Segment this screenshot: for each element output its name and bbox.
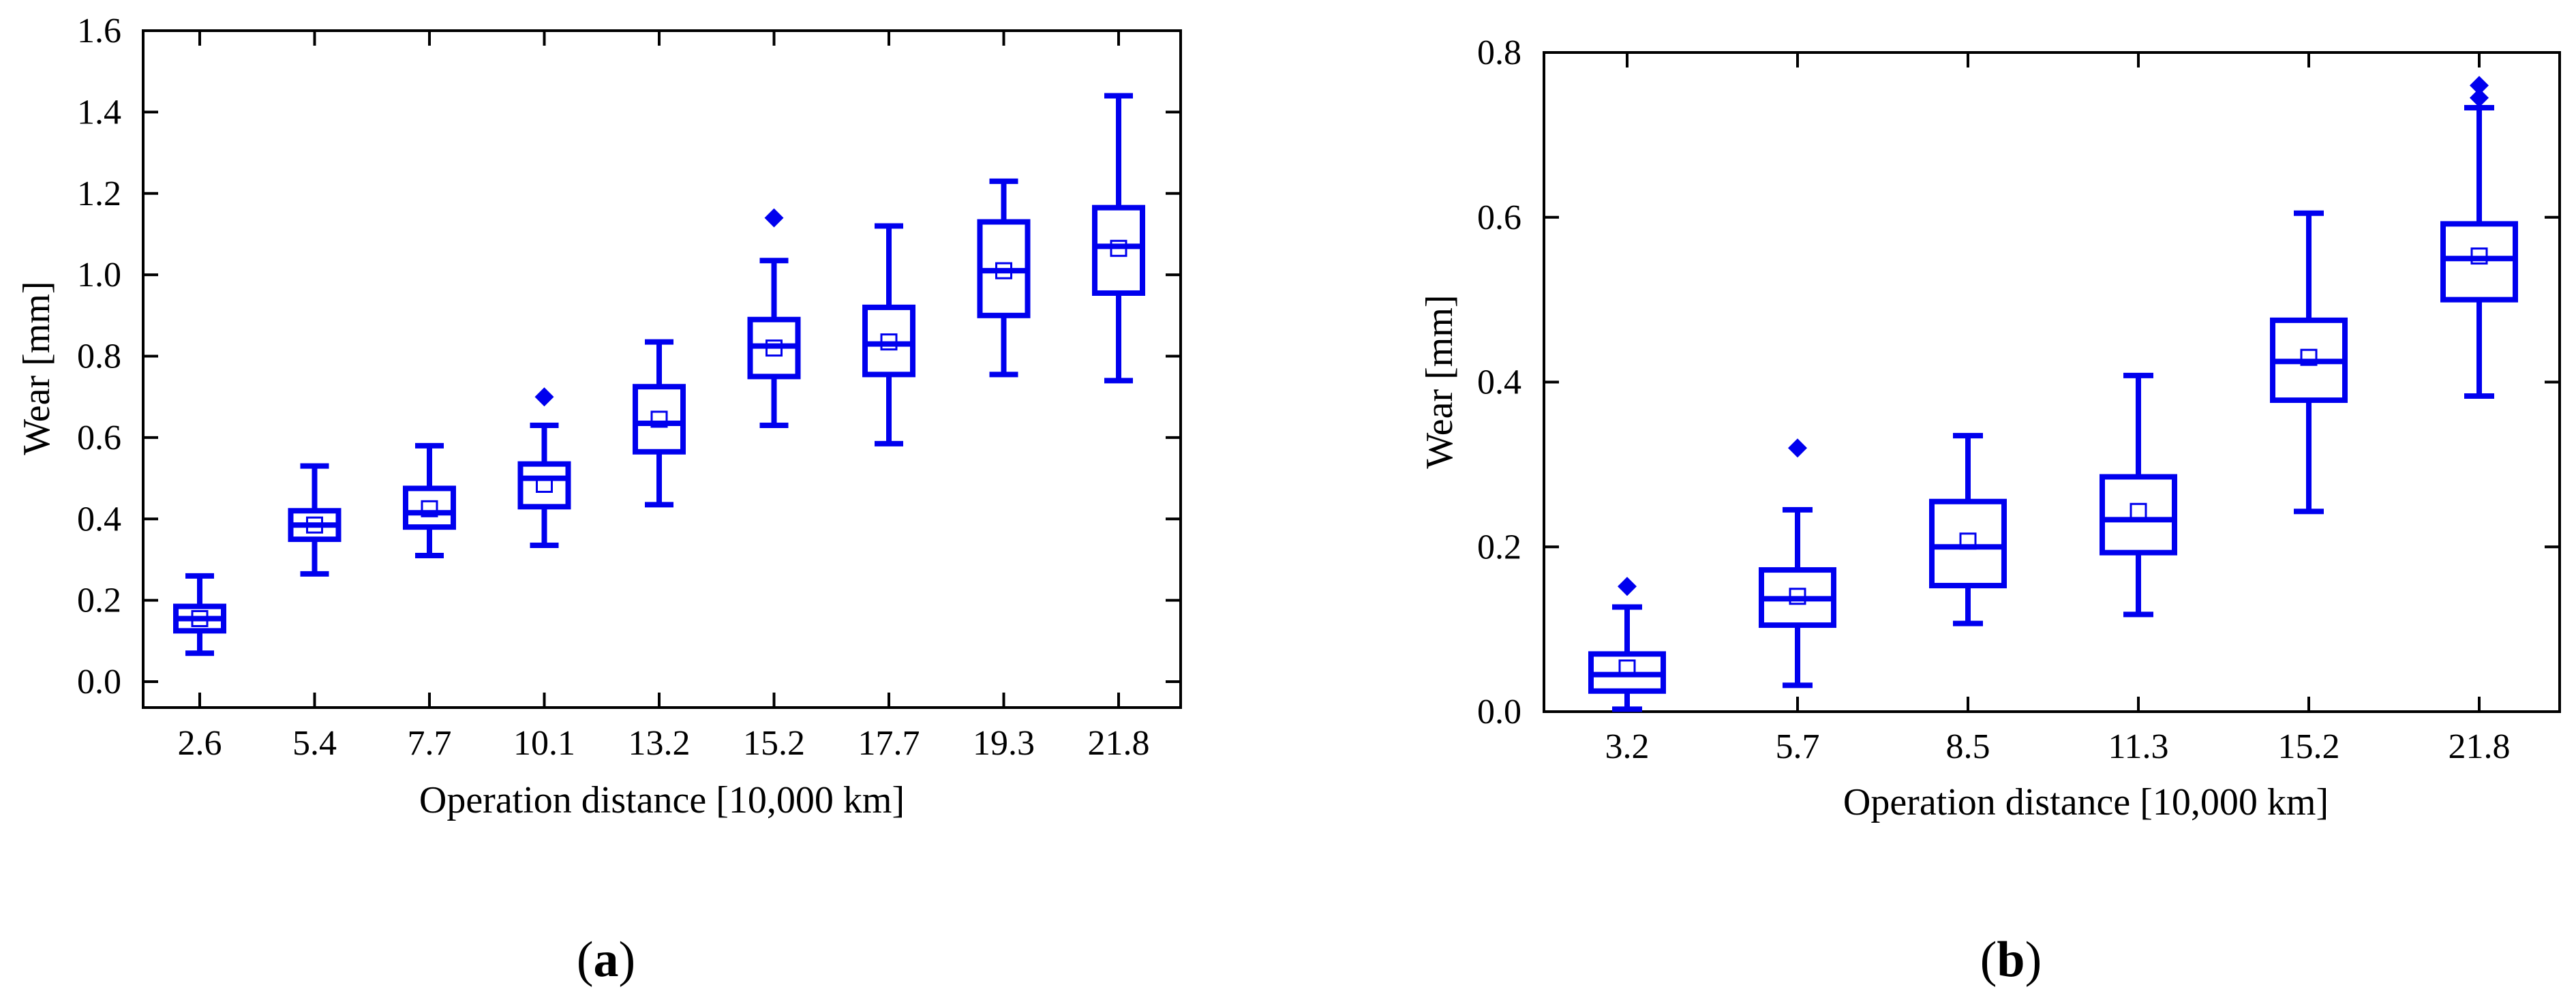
box-10.1 [517,387,571,549]
box-5.4 [288,463,342,577]
box-21.8 [2440,76,2518,399]
y-tick-label: 1.0 [77,256,121,294]
mean-marker [2300,348,2318,366]
y-tick-label: 0.8 [1477,33,1521,72]
y-axis-ticks-a: 0.0 0.2 0.4 0.6 0.8 1.0 1.2 1.4 1.6 [77,12,1181,701]
x-tick-label: 13.2 [628,724,691,763]
x-axis-label-b: Operation distance [10,000 km] [1843,781,2329,823]
box-2.6 [173,573,226,656]
outlier-point [764,208,784,228]
y-tick-label: 0.6 [1477,198,1521,237]
x-tick-label: 17.7 [858,724,920,763]
outlier-point [534,387,554,407]
plot-frame-b [1543,51,2561,713]
box-11.3 [2100,372,2177,618]
panel-letter-b: b [1997,932,2025,988]
x-tick-label: 2.6 [178,724,222,763]
mean-marker [1789,588,1806,605]
y-tick-label: 1.6 [77,12,121,50]
iqr-box [1092,204,1145,296]
panel-b-chart: 0.0 0.2 0.4 0.6 0.8 3.2 5.7 8.5 11.3 15.2 21.8 Op… [1419,33,2561,988]
mean-marker [650,410,668,428]
iqr-box [2100,474,2177,556]
y-tick-label: 0.4 [1477,363,1521,402]
y-axis-ticks-b: 0.0 0.2 0.4 0.6 0.8 [1477,33,2560,731]
box-7.7 [403,442,456,558]
iqr-box [2440,221,2518,303]
panel-letter-a: a [594,932,619,988]
y-tick-label: 0.0 [1477,693,1521,731]
box-13.2 [633,339,686,508]
mean-marker [1618,659,1636,677]
x-axis-ticks-b: 3.2 5.7 8.5 11.3 15.2 21.8 [1605,52,2511,766]
mean-marker [536,476,553,494]
plot-frame-a [142,29,1182,709]
y-axis-label-b: Wear [mm] [1419,294,1461,468]
outlier-point [1618,577,1637,596]
x-tick-label: 21.8 [1088,724,1150,763]
x-tick-label: 15.2 [2278,727,2340,766]
panel-a-chart: 0.0 0.2 0.4 0.6 0.8 1.0 1.2 1.4 1.6 2.6 5.4 7.7 10.… [16,12,1182,988]
iqr-box [517,461,571,510]
iqr-box [633,384,686,455]
x-tick-label: 19.3 [973,724,1035,763]
x-tick-label: 21.8 [2449,727,2511,766]
box-3.2 [1588,577,1666,712]
mean-marker [1110,239,1127,257]
panel-label-a: (a) [577,932,635,988]
box-5.7 [1759,438,1836,688]
mean-marker [1959,532,1977,550]
mean-marker [2470,247,2488,265]
x-tick-label: 3.2 [1605,727,1650,766]
x-tick-label: 11.3 [2108,727,2168,766]
y-tick-label: 0.6 [77,419,121,457]
y-tick-label: 1.4 [77,93,121,132]
mean-marker [2130,502,2147,520]
box-15.2 [747,208,801,428]
x-axis-label-a: Operation distance [10,000 km] [419,779,905,821]
box-21.8 [1092,93,1145,384]
x-tick-label: 8.5 [1946,727,1990,766]
mean-marker [191,609,209,627]
x-tick-label: 5.7 [1776,727,1820,766]
x-tick-label: 10.1 [513,724,575,763]
outlier-point [2470,76,2489,95]
y-tick-label: 1.2 [77,175,121,213]
mean-marker [421,500,438,517]
box-8.5 [1929,433,2007,626]
mean-marker [306,516,323,534]
boxes-a [173,93,1145,656]
y-tick-label: 0.0 [77,663,121,701]
y-tick-label: 0.2 [77,581,121,620]
box-19.3 [977,178,1031,378]
x-axis-ticks-a: 2.6 5.4 7.7 10.1 13.2 15.2 17.7 19.3 21.8 [178,31,1150,763]
x-tick-label: 15.2 [743,724,805,763]
outlier-point [2470,88,2489,108]
mean-marker [766,339,783,357]
iqr-box [862,304,915,378]
mean-marker [995,262,1012,279]
y-tick-label: 0.2 [1477,528,1521,566]
panel-label-b: (b) [1980,932,2042,988]
y-axis-label-a: Wear [mm] [16,281,58,455]
x-tick-label: 5.4 [292,724,337,763]
y-tick-label: 0.4 [77,500,121,539]
outlier-point [1788,438,1807,458]
iqr-box [403,485,456,530]
boxes-b [1588,76,2518,712]
y-tick-label: 0.8 [77,337,121,376]
iqr-box [1929,498,2007,589]
x-tick-label: 7.7 [408,724,452,763]
box-17.7 [862,223,915,446]
box-15.2 [2270,210,2348,515]
mean-marker [880,333,898,351]
